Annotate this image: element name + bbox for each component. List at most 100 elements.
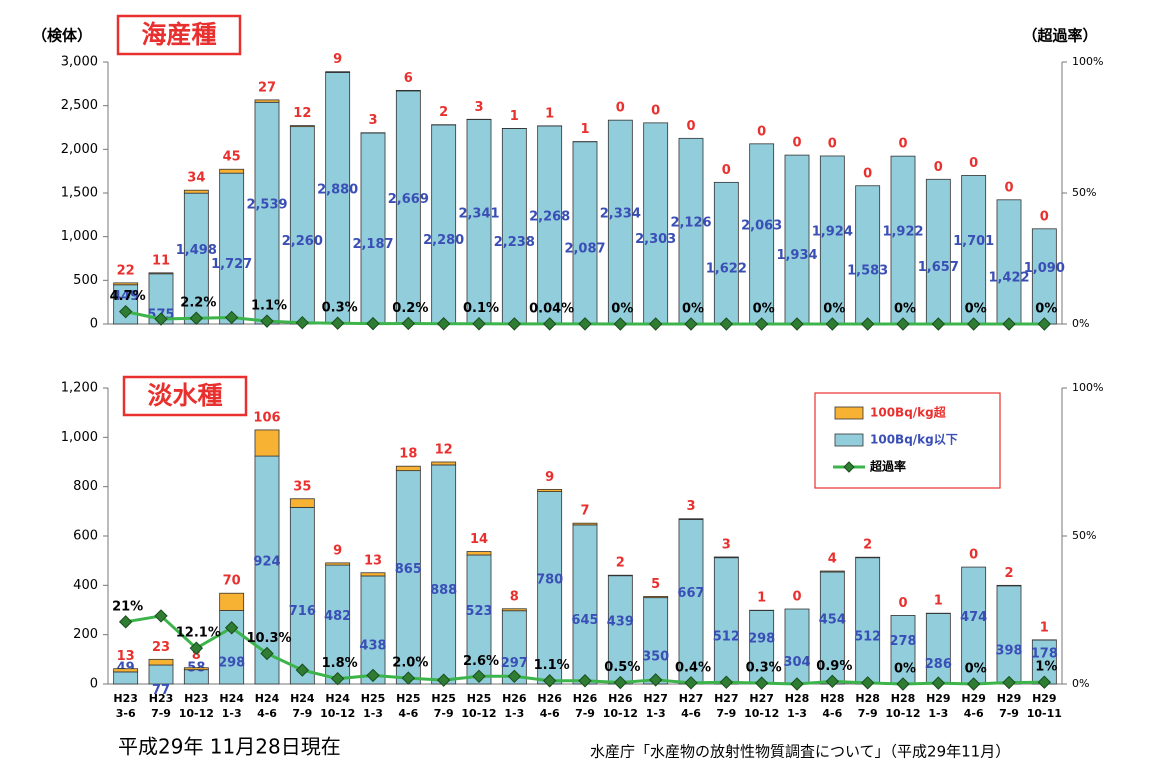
bar-value-label: 667 bbox=[677, 586, 704, 601]
rate-label: 4.7% bbox=[110, 289, 146, 304]
x-tick-label: 10-12 bbox=[744, 707, 779, 720]
x-tick-label: 4-6 bbox=[398, 707, 418, 720]
bar-value-label: 645 bbox=[571, 613, 598, 628]
y2-tick-label: 0% bbox=[1072, 677, 1089, 690]
bar-segment bbox=[856, 558, 880, 684]
x-tick-label: H29 bbox=[926, 692, 951, 705]
bar-segment bbox=[220, 173, 244, 324]
rate-label: 12.1% bbox=[176, 626, 221, 641]
bar-value-label: 70 bbox=[223, 574, 241, 589]
rate-label: 0% bbox=[1035, 302, 1057, 317]
footer-source: 水産庁「水産物の放射性物質調査について」（平成29年11月） bbox=[590, 743, 1010, 761]
y-tick-label: 1,000 bbox=[61, 229, 98, 244]
bar-segment bbox=[644, 123, 668, 324]
x-tick-label: 7-9 bbox=[151, 707, 171, 720]
rate-label: 0% bbox=[753, 302, 775, 317]
bar-segment bbox=[149, 665, 173, 684]
bar-segment bbox=[820, 156, 844, 324]
bar-segment bbox=[361, 133, 385, 324]
bar-segment bbox=[714, 182, 738, 324]
bar-value-label: 27 bbox=[258, 80, 276, 95]
x-tick-label: 4-6 bbox=[681, 707, 701, 720]
bar-value-label: 1 bbox=[545, 106, 554, 121]
bar-value-label: 1,090 bbox=[1024, 261, 1065, 276]
x-tick-label: H24 bbox=[325, 692, 350, 705]
bar-value-label: 2,126 bbox=[670, 216, 711, 231]
y2-tick-label: 50% bbox=[1072, 186, 1096, 199]
x-tick-label: H24 bbox=[219, 692, 244, 705]
y2-axis-label: （超過率） bbox=[1022, 27, 1097, 45]
bar-segment bbox=[255, 102, 279, 324]
y-tick-label: 800 bbox=[73, 479, 98, 494]
bar-value-label: 865 bbox=[395, 562, 422, 577]
x-tick-label: H29 bbox=[1032, 692, 1057, 705]
bar-value-label: 0 bbox=[651, 103, 660, 118]
bar-segment bbox=[432, 462, 456, 465]
x-tick-label: 1-3 bbox=[928, 707, 948, 720]
bar-segment bbox=[220, 169, 244, 173]
bar-value-label: 398 bbox=[995, 643, 1022, 658]
bar-value-label: 2 bbox=[1004, 566, 1013, 581]
y-tick-label: 500 bbox=[73, 273, 98, 288]
bar-value-label: 106 bbox=[253, 410, 280, 425]
bar-value-label: 0 bbox=[969, 156, 978, 171]
bar-segment bbox=[290, 507, 314, 684]
bar-value-label: 3 bbox=[474, 100, 483, 115]
rate-label: 0.04% bbox=[529, 301, 574, 316]
y2-tick-label: 50% bbox=[1072, 529, 1096, 542]
bar-value-label: 0 bbox=[969, 548, 978, 563]
x-tick-label: 1-3 bbox=[222, 707, 242, 720]
x-tick-label: 3-6 bbox=[116, 707, 136, 720]
bar-value-label: 8 bbox=[510, 589, 519, 604]
bar-value-label: 2,341 bbox=[458, 206, 499, 221]
bar-value-label: 0 bbox=[898, 137, 907, 152]
rate-label: 0% bbox=[965, 662, 987, 677]
x-tick-label: 7-9 bbox=[292, 707, 312, 720]
bar-value-label: 9 bbox=[545, 470, 554, 485]
rate-label: 0.2% bbox=[392, 301, 428, 316]
chart-title: 海産種 bbox=[141, 20, 216, 49]
rate-label: 0% bbox=[894, 302, 916, 317]
legend-swatch bbox=[835, 407, 863, 419]
bar-value-label: 2,260 bbox=[282, 234, 323, 249]
rate-label: 0.1% bbox=[463, 301, 499, 316]
x-tick-label: H27 bbox=[643, 692, 668, 705]
x-tick-label: H27 bbox=[679, 692, 704, 705]
rate-label: 1% bbox=[1035, 660, 1057, 675]
bar-segment bbox=[396, 471, 420, 684]
bar-value-label: 0 bbox=[792, 590, 801, 605]
bar-value-label: 1,924 bbox=[812, 224, 853, 239]
bar-segment bbox=[184, 668, 208, 670]
bar-segment bbox=[679, 519, 703, 684]
bar-segment bbox=[149, 273, 173, 274]
bar-segment bbox=[820, 571, 844, 572]
bar-segment bbox=[290, 126, 314, 127]
bar-value-label: 1,657 bbox=[918, 260, 959, 275]
bar-value-label: 297 bbox=[501, 656, 528, 671]
bar-value-label: 1,727 bbox=[211, 257, 252, 272]
bar-value-label: 286 bbox=[925, 657, 952, 672]
bar-value-label: 298 bbox=[218, 656, 245, 671]
rate-label: 0.4% bbox=[675, 660, 711, 675]
x-tick-label: 4-6 bbox=[257, 707, 277, 720]
bar-segment bbox=[326, 72, 350, 73]
bar-segment bbox=[432, 125, 456, 324]
bar-value-label: 350 bbox=[642, 649, 669, 664]
bar-segment bbox=[644, 598, 668, 684]
bar-segment bbox=[538, 489, 562, 491]
bar-value-label: 298 bbox=[748, 632, 775, 647]
y-tick-label: 600 bbox=[73, 529, 98, 544]
rate-label: 0.5% bbox=[604, 660, 640, 675]
bar-value-label: 35 bbox=[293, 479, 311, 494]
bar-segment bbox=[326, 72, 350, 324]
x-tick-label: H26 bbox=[537, 692, 562, 705]
bar-value-label: 1 bbox=[757, 591, 766, 606]
bar-segment bbox=[714, 558, 738, 684]
bar-segment bbox=[255, 100, 279, 102]
bar-value-label: 2 bbox=[439, 105, 448, 120]
x-tick-label: 7-9 bbox=[999, 707, 1019, 720]
bar-segment bbox=[326, 563, 350, 565]
y2-tick-label: 100% bbox=[1072, 55, 1103, 68]
bar-value-label: 2,880 bbox=[317, 183, 358, 198]
